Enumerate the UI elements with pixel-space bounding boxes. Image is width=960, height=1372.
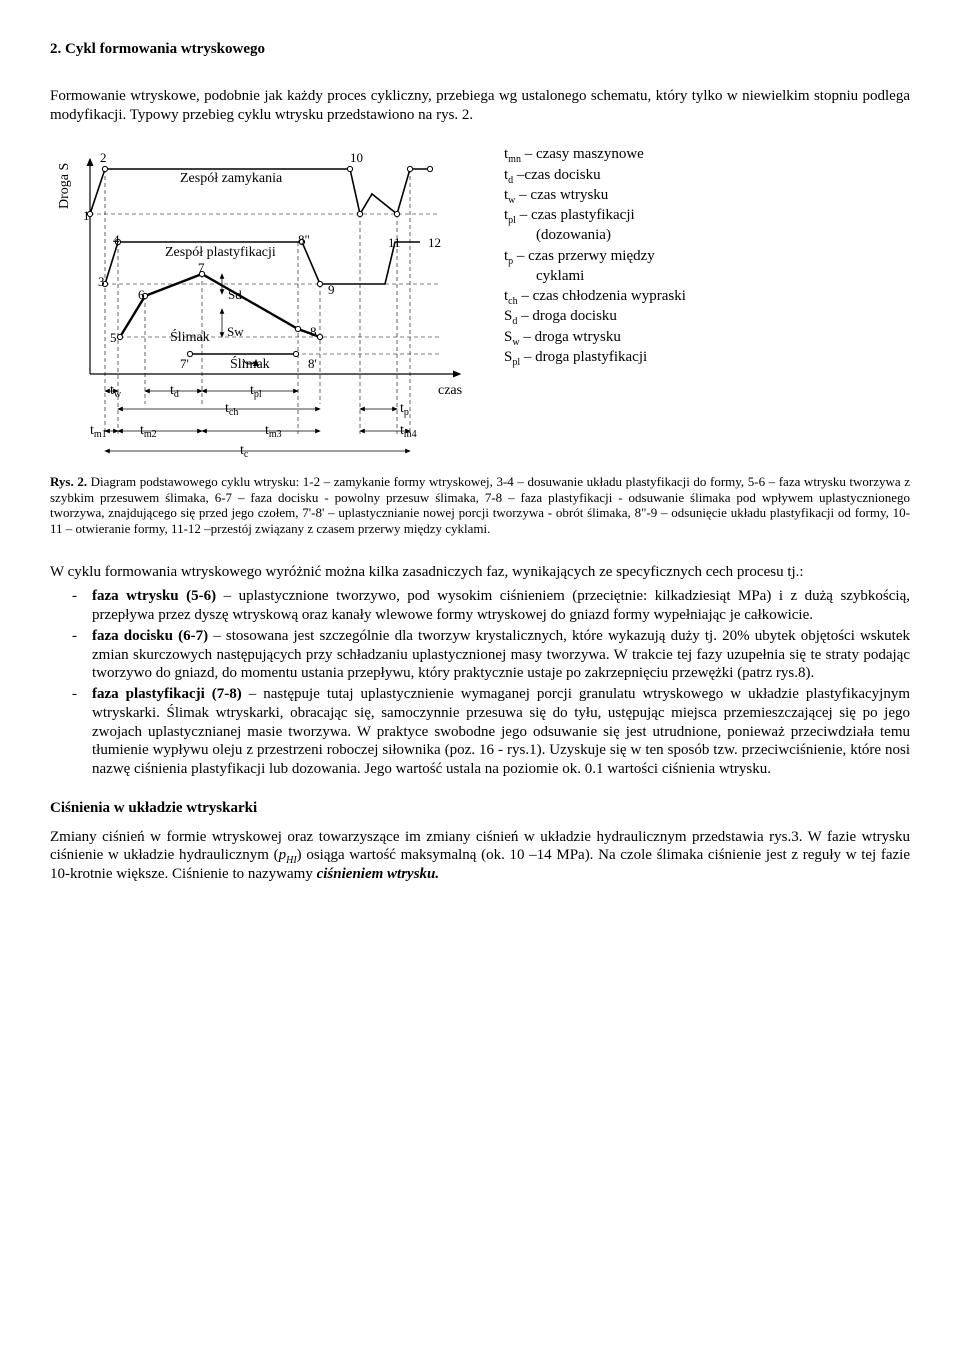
legend-row: tmn – czasy maszynowe bbox=[504, 144, 686, 164]
legend-text: cyklami bbox=[536, 268, 584, 284]
pressure-paragraph: Zmiany ciśnień w formie wtryskowej oraz … bbox=[50, 828, 910, 884]
section-title: 2. Cykl formowania wtryskowego bbox=[50, 40, 910, 59]
legend-row: Sd – droga docisku bbox=[504, 306, 686, 326]
svg-text:tch: tch bbox=[225, 401, 238, 418]
svg-text:Sd: Sd bbox=[228, 287, 242, 302]
svg-text:Ślimak: Ślimak bbox=[170, 328, 210, 345]
svg-text:5: 5 bbox=[110, 330, 117, 345]
legend-row: tpl – czas plastyfikacji bbox=[504, 205, 686, 225]
svg-text:4: 4 bbox=[113, 232, 120, 247]
svg-text:td: td bbox=[170, 383, 179, 400]
svg-text:tp: tp bbox=[400, 401, 409, 418]
figure-2: Droga SczasZespół zamykania12101112Zespó… bbox=[50, 144, 910, 464]
svg-text:czas: czas bbox=[438, 383, 462, 398]
svg-text:Sw: Sw bbox=[227, 324, 244, 339]
phi-symbol: pHI bbox=[279, 847, 297, 863]
svg-text:tm2: tm2 bbox=[140, 423, 157, 440]
legend-row: tw – czas wtrysku bbox=[504, 185, 686, 205]
legend-text: czas docisku bbox=[524, 167, 600, 183]
phase-item: faza wtrysku (5-6) – uplastycznione twor… bbox=[92, 587, 910, 625]
phase-name: faza wtrysku (5-6) bbox=[92, 588, 216, 604]
svg-text:10: 10 bbox=[350, 150, 363, 165]
phase-item: faza plastyfikacji (7-8) – następuje tut… bbox=[92, 685, 910, 779]
svg-text:tm1: tm1 bbox=[90, 423, 107, 440]
phase-name: faza docisku (6-7) bbox=[92, 628, 208, 644]
legend-row: tch – czas chłodzenia wypraski bbox=[504, 286, 686, 306]
legend-row: cyklami bbox=[504, 266, 686, 286]
legend-text: czas wtrysku bbox=[530, 187, 608, 203]
svg-text:9: 9 bbox=[328, 282, 335, 297]
svg-text:8': 8' bbox=[308, 356, 317, 371]
body-lead: W cyklu formowania wtryskowego wyróżnić … bbox=[50, 563, 910, 582]
svg-text:tpl: tpl bbox=[250, 383, 262, 400]
phase-list: faza wtrysku (5-6) – uplastycznione twor… bbox=[50, 587, 910, 779]
legend-text: czas przerwy między bbox=[528, 248, 655, 264]
legend-text: droga plastyfikacji bbox=[535, 349, 647, 365]
caption-lead: Rys. 2. bbox=[50, 474, 87, 489]
phase-text: – stosowana jest szczególnie dla tworzyw… bbox=[92, 628, 910, 682]
legend-text: (dozowania) bbox=[536, 227, 611, 243]
svg-text:tc: tc bbox=[240, 443, 249, 460]
legend-row: Sw – droga wtrysku bbox=[504, 327, 686, 347]
legend-text: czas chłodzenia wypraski bbox=[533, 288, 686, 304]
legend: tmn – czasy maszynowe td –czas docisku t… bbox=[504, 144, 686, 367]
svg-text:Droga S: Droga S bbox=[57, 163, 72, 209]
pressure-tail: ciśnieniem wtrysku. bbox=[317, 866, 440, 882]
svg-text:12: 12 bbox=[428, 235, 441, 250]
cycle-diagram: Droga SczasZespół zamykania12101112Zespó… bbox=[50, 144, 480, 464]
intro-paragraph: Formowanie wtryskowe, podobnie jak każdy… bbox=[50, 87, 910, 125]
svg-text:7: 7 bbox=[198, 260, 205, 275]
phase-item: faza docisku (6-7) – stosowana jest szcz… bbox=[92, 627, 910, 683]
legend-text: czas plastyfikacji bbox=[531, 207, 635, 223]
svg-text:1: 1 bbox=[83, 208, 90, 223]
svg-text:6: 6 bbox=[138, 287, 145, 302]
caption-body: Diagram podstawowego cyklu wtrysku: 1-2 … bbox=[50, 474, 910, 536]
legend-text: droga docisku bbox=[532, 308, 617, 324]
phase-name: faza plastyfikacji (7-8) bbox=[92, 686, 242, 702]
legend-row: tp – czas przerwy między bbox=[504, 246, 686, 266]
legend-text: czasy maszynowe bbox=[536, 146, 644, 162]
svg-text:8": 8" bbox=[298, 232, 310, 247]
legend-row: (dozowania) bbox=[504, 225, 686, 245]
svg-text:tm4: tm4 bbox=[400, 423, 417, 440]
figure-caption: Rys. 2. Diagram podstawowego cyklu wtrys… bbox=[50, 474, 910, 536]
svg-text:3: 3 bbox=[98, 274, 105, 289]
legend-text: droga wtrysku bbox=[535, 329, 621, 345]
svg-text:Zespół plastyfikacji: Zespół plastyfikacji bbox=[165, 245, 276, 260]
svg-text:2: 2 bbox=[100, 150, 107, 165]
sub-heading: Ciśnienia w układzie wtryskarki bbox=[50, 799, 910, 818]
svg-text:tw: tw bbox=[110, 383, 122, 400]
svg-text:8: 8 bbox=[310, 324, 317, 339]
legend-row: Spl – droga plastyfikacji bbox=[504, 347, 686, 367]
svg-text:tm3: tm3 bbox=[265, 423, 282, 440]
svg-text:Zespół zamykania: Zespół zamykania bbox=[180, 171, 283, 186]
legend-row: td –czas docisku bbox=[504, 165, 686, 185]
svg-text:7': 7' bbox=[180, 356, 189, 371]
